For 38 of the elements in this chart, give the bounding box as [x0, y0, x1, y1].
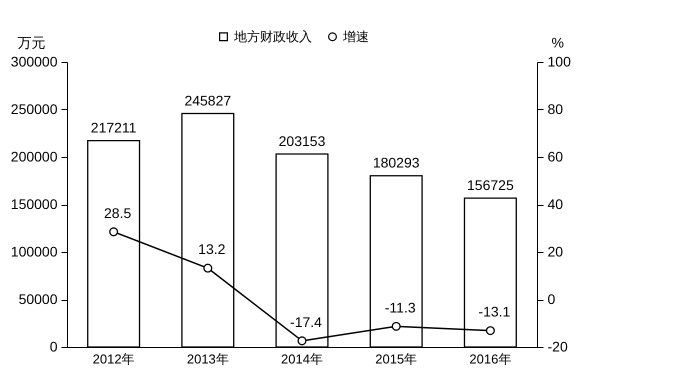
point	[392, 322, 401, 331]
legend-label: 增速	[342, 28, 369, 44]
point	[486, 326, 495, 336]
legend-label: 地方财政收入	[233, 28, 312, 44]
y2-tick-label: -20	[548, 338, 568, 354]
y-tick-label: 250000	[10, 101, 58, 117]
y-tick-label: 150000	[10, 196, 58, 212]
y2-tick-label: 100	[548, 54, 572, 70]
point	[297, 336, 307, 346]
point	[203, 264, 212, 273]
data-label: 13.2	[198, 241, 226, 258]
x-tick-label: 2016年	[469, 352, 512, 366]
y-tick-label: 0	[50, 338, 58, 354]
x-tick-label: 2013年	[186, 352, 229, 366]
data-label: 217211	[90, 120, 137, 136]
data-label: -11.3	[384, 299, 416, 316]
y2-tick-label: 60	[548, 148, 564, 164]
y2-tick-label: 20	[548, 244, 564, 260]
data-label: 203153	[278, 133, 326, 150]
y-tick-label: 100000	[10, 244, 58, 260]
data-label: 156725	[467, 177, 514, 194]
x-tick-label: 2015年	[375, 352, 418, 366]
data-label: 245827	[184, 92, 232, 108]
x-tick-label: 2014年	[281, 352, 323, 366]
y2-axis-title: %	[552, 34, 564, 50]
data-label: 180293	[372, 154, 420, 171]
y2-tick-label: 0	[548, 291, 556, 307]
data-label: -13.1	[478, 304, 511, 320]
data-label: 28.5	[104, 204, 132, 221]
y-tick-label: 200000	[10, 148, 58, 164]
data-label: -17.4	[290, 314, 322, 330]
y-tick-label: 300000	[10, 54, 58, 70]
y2-tick-label: 80	[548, 101, 564, 117]
y-tick-label: 50000	[18, 291, 58, 307]
y2-tick-label: 40	[548, 196, 564, 212]
y-axis-title: 万元	[18, 34, 46, 50]
point	[109, 227, 118, 236]
x-tick-label: 2012年	[92, 352, 135, 366]
